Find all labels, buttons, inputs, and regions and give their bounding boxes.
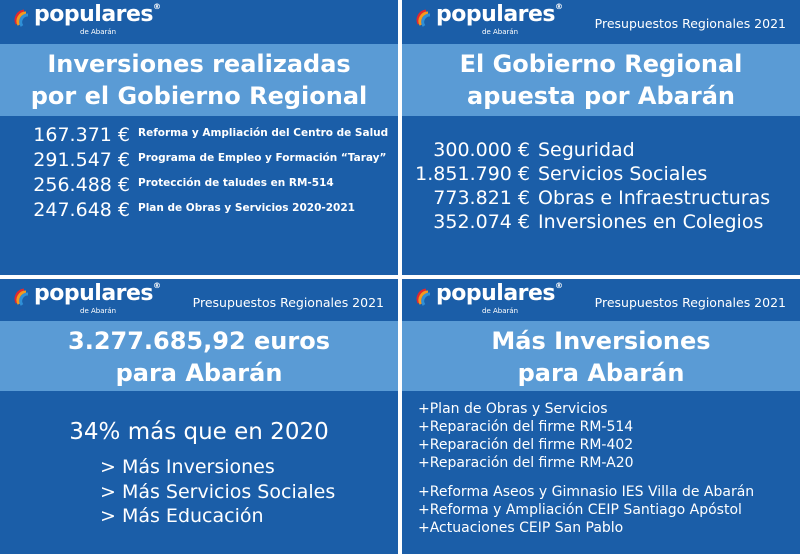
logo-subtitle: de Abarán [80,307,117,315]
logo-word: populares® [34,281,161,306]
panel-gobierno-regional: populares® de Abarán Presupuestos Region… [402,0,800,275]
list-item: 300.000 € Seguridad [402,139,800,163]
list-item: > Más Servicios Sociales [100,480,336,503]
item-label: Protección de taludes en RM-514 [138,177,334,189]
budget-tag: Presupuestos Regionales 2021 [594,16,786,31]
investment-list: 167.371 € Reforma y Ampliación del Centr… [0,122,398,222]
budget-tag: Presupuestos Regionales 2021 [594,295,786,310]
title-line: 3.277.685,92 euros [68,327,330,355]
item-label: Reforma y Ampliación del Centro de Salud [138,127,389,139]
title-line: para Abarán [517,359,685,387]
logo-mark-icon [14,9,29,27]
list-item: 167.371 € Reforma y Ampliación del Centr… [0,122,398,147]
amount: 167.371 € [33,124,130,146]
percent-increase: 34% más que en 2020 [69,419,329,445]
list-item: +Reparación del firme RM-A20 [418,455,634,471]
title-line: Inversiones realizadas [47,50,351,78]
title-band: Más Inversiones para Abarán [402,321,800,391]
list-item: 247.648 € Plan de Obras y Servicios 2020… [0,197,398,222]
logo-word: populares® [436,281,563,306]
budget-list: 300.000 € Seguridad 1.851.790 € Servicio… [402,139,800,235]
logo-word: populares® [436,2,563,27]
amount: 1.851.790 € [415,163,530,185]
list-item: > Más Inversiones [100,456,275,478]
title-band: Inversiones realizadas por el Gobierno R… [0,44,398,116]
title-line: para Abarán [115,359,283,387]
item-label: Inversiones en Colegios [538,211,764,233]
investment-items: +Plan de Obras y Servicios +Reparación d… [418,400,754,537]
list-item: 291.547 € Programa de Empleo y Formación… [0,147,398,172]
title-line: El Gobierno Regional [459,50,743,78]
list-item: 352.074 € Inversiones en Colegios [402,211,800,235]
title-band: El Gobierno Regional apuesta por Abarán [402,44,800,116]
logo-mark-icon [416,9,431,27]
panel-inversiones-realizadas: populares® de Abarán Inversiones realiza… [0,0,398,275]
item-label: Programa de Empleo y Formación “Taray” [138,152,387,164]
amount: 247.648 € [33,199,130,221]
panel-mas-inversiones: populares® de Abarán Presupuestos Region… [402,279,800,554]
list-item: 773.821 € Obras e Infraestructuras [402,187,800,211]
item-label: Seguridad [538,139,635,161]
panel-total-euros: populares® de Abarán Presupuestos Region… [0,279,398,554]
list-item: 1.851.790 € Servicios Sociales [402,163,800,187]
list-item: 256.488 € Protección de taludes en RM-51… [0,172,398,197]
amount: 300.000 € [433,139,530,161]
item-label: Servicios Sociales [538,163,708,185]
list-item: +Reforma y Ampliación CEIP Santiago Após… [418,502,742,518]
logo-subtitle: de Abarán [482,28,519,36]
spacer [418,472,754,483]
title-line: por el Gobierno Regional [30,82,368,110]
logo-subtitle: de Abarán [482,307,519,315]
list-item: > Más Educación [100,505,264,527]
amount: 773.821 € [433,187,530,209]
logo-mark-icon [416,288,431,306]
list-item: +Reparación del firme RM-514 [418,419,634,435]
bullet-list: > Más Inversiones > Más Servicios Social… [100,455,335,529]
logo-mark-icon [14,288,29,306]
budget-tag: Presupuestos Regionales 2021 [192,295,384,310]
logo-word: populares® [34,2,161,27]
list-item: +Reparación del firme RM-402 [418,437,634,453]
title-band: 3.277.685,92 euros para Abarán [0,321,398,391]
list-item: +Plan de Obras y Servicios [418,401,608,417]
amount: 291.547 € [33,149,130,171]
item-label: Plan de Obras y Servicios 2020-2021 [138,202,355,214]
title-line: Más Inversiones [491,327,711,355]
title-line: apuesta por Abarán [467,82,735,110]
logo-subtitle: de Abarán [80,28,117,36]
item-label: Obras e Infraestructuras [538,187,771,209]
list-item: +Actuaciones CEIP San Pablo [418,520,624,536]
amount: 256.488 € [33,174,130,196]
amount: 352.074 € [433,211,530,233]
list-item: +Reforma Aseos y Gimnasio IES Villa de A… [418,484,755,500]
